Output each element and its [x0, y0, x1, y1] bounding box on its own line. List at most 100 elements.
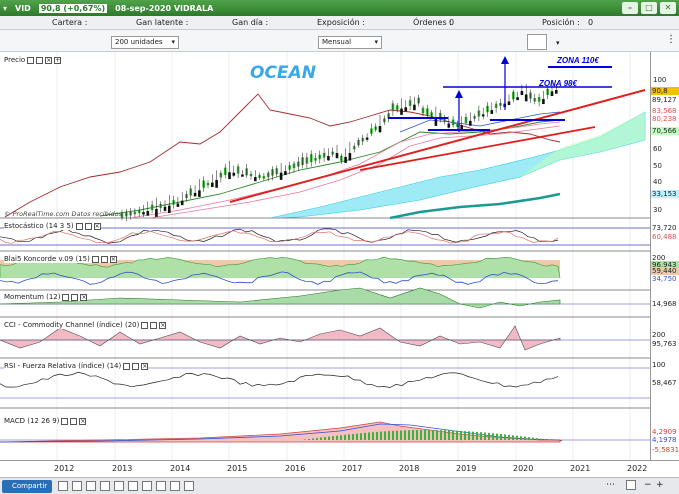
- time-axis[interactable]: 2012 2013 2014 2015 2016 2017 2018 2019 …: [0, 460, 679, 477]
- wrench-icon[interactable]: [141, 321, 149, 329]
- price-label-cloud: 70,566: [651, 127, 679, 135]
- zoom-out-icon[interactable]: −: [644, 480, 652, 490]
- period-select[interactable]: Mensual ▾: [318, 36, 382, 49]
- koncorde-value-3: 34,750: [652, 275, 677, 283]
- macd-bar: [312, 438, 314, 440]
- tool-icon-9[interactable]: [170, 481, 180, 491]
- macd-bar: [444, 430, 446, 440]
- macd-bar: [480, 432, 482, 440]
- macd-value-1: 4,2909: [652, 428, 677, 436]
- macd-bar: [392, 430, 394, 440]
- macd-bar: [328, 436, 330, 440]
- maximize-button[interactable]: □: [641, 2, 657, 14]
- tool-icon-2[interactable]: [72, 481, 82, 491]
- tool-icon-4[interactable]: [100, 481, 110, 491]
- macd-bar: [308, 439, 310, 440]
- macd-bar: [500, 434, 502, 440]
- units-select[interactable]: 200 unidades ▾: [111, 36, 179, 49]
- close-icon[interactable]: ×: [93, 222, 101, 230]
- macd-bar: [520, 436, 522, 440]
- koncorde-green: [0, 256, 561, 279]
- window-icon[interactable]: [132, 362, 140, 370]
- close-icon[interactable]: ×: [80, 293, 88, 301]
- window-icon[interactable]: [70, 417, 78, 425]
- more-menu-icon[interactable]: ⋮: [666, 34, 676, 45]
- panel-title-momentum[interactable]: Momentum (12) ×: [4, 293, 88, 301]
- calendar-icon[interactable]: [626, 480, 636, 490]
- candle: [168, 205, 171, 213]
- rsi-value: 58,467: [652, 379, 677, 387]
- tool-icon-3[interactable]: [86, 481, 96, 491]
- macd-bar: [440, 430, 442, 440]
- wrench-icon[interactable]: [62, 293, 70, 301]
- macd-bar: [504, 434, 506, 440]
- macd-bar: [412, 430, 414, 440]
- window-icon[interactable]: [71, 293, 79, 301]
- pink-ma-1: [129, 121, 561, 219]
- arrow-1-head: [455, 90, 463, 98]
- zona110-label: ZONA 110€: [556, 56, 599, 65]
- teal-line: [389, 192, 561, 220]
- macd-bar: [524, 436, 526, 440]
- chevron-down-icon[interactable]: ▾: [3, 3, 8, 13]
- koncorde-value-1: 96,943: [651, 261, 679, 269]
- zona98-label: ZONA 98€: [538, 79, 577, 88]
- macd-bar: [488, 432, 490, 440]
- macd-bar: [492, 433, 494, 440]
- stoch-d-line: [0, 230, 559, 244]
- price-axis[interactable]: 100 90 80 60 50 40 30 90,8 89,127 83,568…: [650, 52, 679, 460]
- cci-tick: 200: [652, 331, 666, 339]
- window-icon[interactable]: [36, 56, 44, 64]
- macd-bar: [384, 431, 386, 440]
- tool-icon-5[interactable]: [114, 481, 124, 491]
- macd-bar: [368, 432, 370, 440]
- tool-icon-8[interactable]: [156, 481, 166, 491]
- chart-area[interactable]: ZONA 110€ ZONA 98€ OCEAN © ProRealTime.c…: [0, 52, 650, 460]
- panel-title-macd[interactable]: MACD (12 26 9) ×: [4, 417, 87, 425]
- chart-type-chevron-icon[interactable]: ▾: [556, 39, 560, 47]
- window-icon[interactable]: [150, 321, 158, 329]
- panel-title-precio[interactable]: Precio × +: [4, 56, 62, 64]
- long-ma-line: [4, 93, 561, 218]
- zoom-in-icon[interactable]: +: [656, 480, 664, 490]
- cartera-label: Cartera :: [52, 18, 88, 27]
- stoch-value-1: 73,720: [651, 224, 679, 232]
- panel-title-cci[interactable]: CCI - Commodity Channel (índice) (20) ×: [4, 321, 167, 329]
- close-icon[interactable]: ×: [109, 255, 117, 263]
- share-button[interactable]: Compartir: [2, 480, 52, 493]
- trendline-red-1: [229, 89, 646, 203]
- price-tick: 60: [653, 145, 662, 153]
- arrow-2-head: [501, 56, 509, 64]
- panel-title-koncorde[interactable]: Blai5 Koncorde v.09 (15) ×: [4, 255, 117, 263]
- posicion-value: 0: [588, 18, 594, 27]
- macd-bar: [404, 430, 406, 440]
- wrench-icon[interactable]: [91, 255, 99, 263]
- koncorde-value-2: 59,440: [651, 267, 679, 275]
- panel-title-estocastico[interactable]: Estocástico (14 3 5) ×: [4, 222, 101, 230]
- close-icon[interactable]: ×: [141, 362, 149, 370]
- macd-bar: [484, 432, 486, 440]
- close-icon[interactable]: ×: [45, 56, 53, 64]
- window-icon[interactable]: [84, 222, 92, 230]
- macd-bar: [316, 438, 318, 440]
- year-tick: 2018: [399, 464, 420, 473]
- close-icon[interactable]: ×: [79, 417, 87, 425]
- panel-title-rsi[interactable]: RSI - Fuerza Relativa (índice) (14) ×: [4, 362, 149, 370]
- year-tick: 2021: [570, 464, 591, 473]
- tool-icon-7[interactable]: [142, 481, 152, 491]
- tool-icon-1[interactable]: [58, 481, 68, 491]
- close-icon[interactable]: ×: [159, 321, 167, 329]
- wrench-icon[interactable]: [75, 222, 83, 230]
- wrench-icon[interactable]: [27, 56, 35, 64]
- more-icon[interactable]: ⋯: [606, 480, 615, 490]
- wrench-icon[interactable]: [61, 417, 69, 425]
- tool-icon-6[interactable]: [128, 481, 138, 491]
- wrench-icon[interactable]: [123, 362, 131, 370]
- window-icon[interactable]: [100, 255, 108, 263]
- macd-bar: [556, 440, 558, 441]
- minimize-button[interactable]: –: [622, 2, 638, 14]
- tool-icon-10[interactable]: [184, 481, 194, 491]
- add-icon[interactable]: +: [54, 56, 62, 64]
- close-button[interactable]: ✕: [660, 2, 676, 14]
- chart-type-button[interactable]: [527, 34, 547, 50]
